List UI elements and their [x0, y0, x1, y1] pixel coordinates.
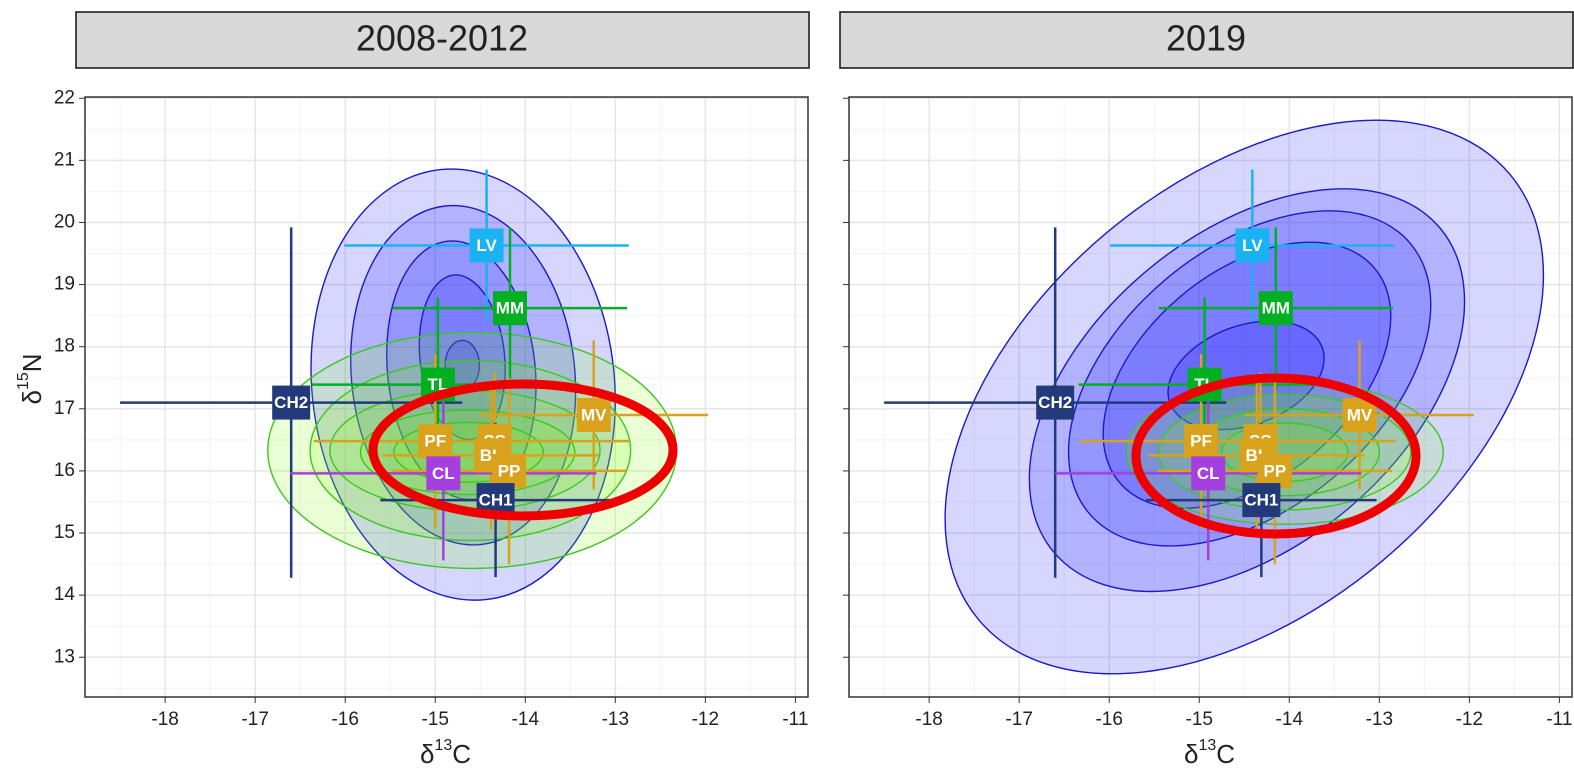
y-tick-label: 17 — [54, 398, 75, 419]
point-label: PP — [1264, 461, 1287, 480]
plot-border — [84, 96, 809, 698]
x-tick-label: -13 — [602, 709, 629, 730]
y-tick-label: 21 — [54, 149, 75, 170]
point-label-box — [1235, 228, 1270, 263]
y-tick-label: 14 — [54, 584, 76, 605]
x-axis-label-element: C — [1216, 739, 1235, 769]
point-label-box — [1036, 385, 1075, 420]
panel: 2019 -18 -17 -16 -15 -14 -13 -12 -11 LV MM TL CH2 MV P… — [839, 11, 1574, 769]
x-tick-label: -11 — [1546, 709, 1572, 730]
y-tick-label: 22 — [54, 87, 75, 108]
x-tick-label: -14 — [1276, 709, 1304, 730]
y-tick-label: 13 — [54, 646, 75, 667]
x-tick-label: -15 — [1186, 709, 1213, 730]
x-tick-label: -17 — [1005, 709, 1032, 730]
x-tick-label: -11 — [782, 709, 808, 730]
point-label: PF — [424, 432, 446, 451]
strip — [75, 11, 810, 69]
point-label: PP — [498, 461, 521, 480]
y-tick-label: 18 — [54, 336, 75, 357]
x-axis-label-element: C — [452, 739, 471, 769]
point-label: CH2 — [274, 393, 308, 412]
x-tick-label: -12 — [1456, 709, 1483, 730]
x-tick-label: -14 — [512, 709, 540, 730]
x-tick-label: -17 — [241, 709, 268, 730]
y-tick-label: 15 — [54, 522, 75, 543]
point-label: LV — [476, 236, 497, 255]
x-axis-label: δ13C — [1184, 737, 1235, 769]
point-label-box — [272, 385, 311, 420]
point-label: MM — [496, 299, 524, 318]
x-axis-label-superscript: 13 — [434, 737, 452, 754]
y-tick-label: 16 — [54, 460, 75, 481]
x-axis-label: δ13C — [420, 737, 471, 769]
x-tick-label: -18 — [151, 709, 178, 730]
point-label: MV — [1347, 405, 1373, 424]
panel-title: 2019 — [1166, 18, 1246, 59]
point-label: CL — [432, 464, 455, 483]
point-label: CH1 — [1244, 491, 1278, 510]
x-axis-label-superscript: 13 — [1198, 737, 1216, 754]
strip — [839, 11, 1574, 69]
point-label: CH1 — [479, 491, 513, 510]
point-label: TL — [1194, 375, 1215, 394]
panel: 2008-2012 -18 -17 -16 -15 -14 -13 -12 -11 13 14 15 1… — [15, 11, 810, 769]
point-label: TL — [428, 375, 449, 394]
plot-border — [848, 96, 1573, 698]
x-tick-label: -13 — [1366, 709, 1393, 730]
point-label-box — [469, 228, 504, 263]
point-label: MM — [1262, 299, 1290, 318]
x-tick-label: -18 — [915, 709, 942, 730]
y-axis-label-symbol: δ — [17, 390, 47, 404]
point-label: LV — [1242, 236, 1263, 255]
y-axis-label-superscript: 15 — [15, 372, 32, 390]
point-label-box — [1258, 291, 1293, 326]
x-tick-label: -16 — [1095, 709, 1122, 730]
point-label: CL — [1197, 464, 1220, 483]
point-label-box — [492, 291, 527, 326]
x-axis-label-symbol: δ — [420, 739, 434, 769]
point-label: CH2 — [1038, 393, 1072, 412]
point-label: PF — [1190, 432, 1212, 451]
y-axis-label-element: N — [17, 353, 47, 372]
y-axis-label: δ15N — [15, 353, 47, 404]
x-tick-label: -12 — [692, 709, 719, 730]
point-label: MV — [581, 405, 607, 424]
x-tick-label: -15 — [422, 709, 449, 730]
x-axis-label-symbol: δ — [1184, 739, 1198, 769]
panel-title: 2008-2012 — [356, 18, 528, 59]
y-tick-label: 20 — [54, 211, 75, 232]
x-tick-label: -16 — [331, 709, 358, 730]
y-tick-label: 19 — [54, 274, 75, 295]
